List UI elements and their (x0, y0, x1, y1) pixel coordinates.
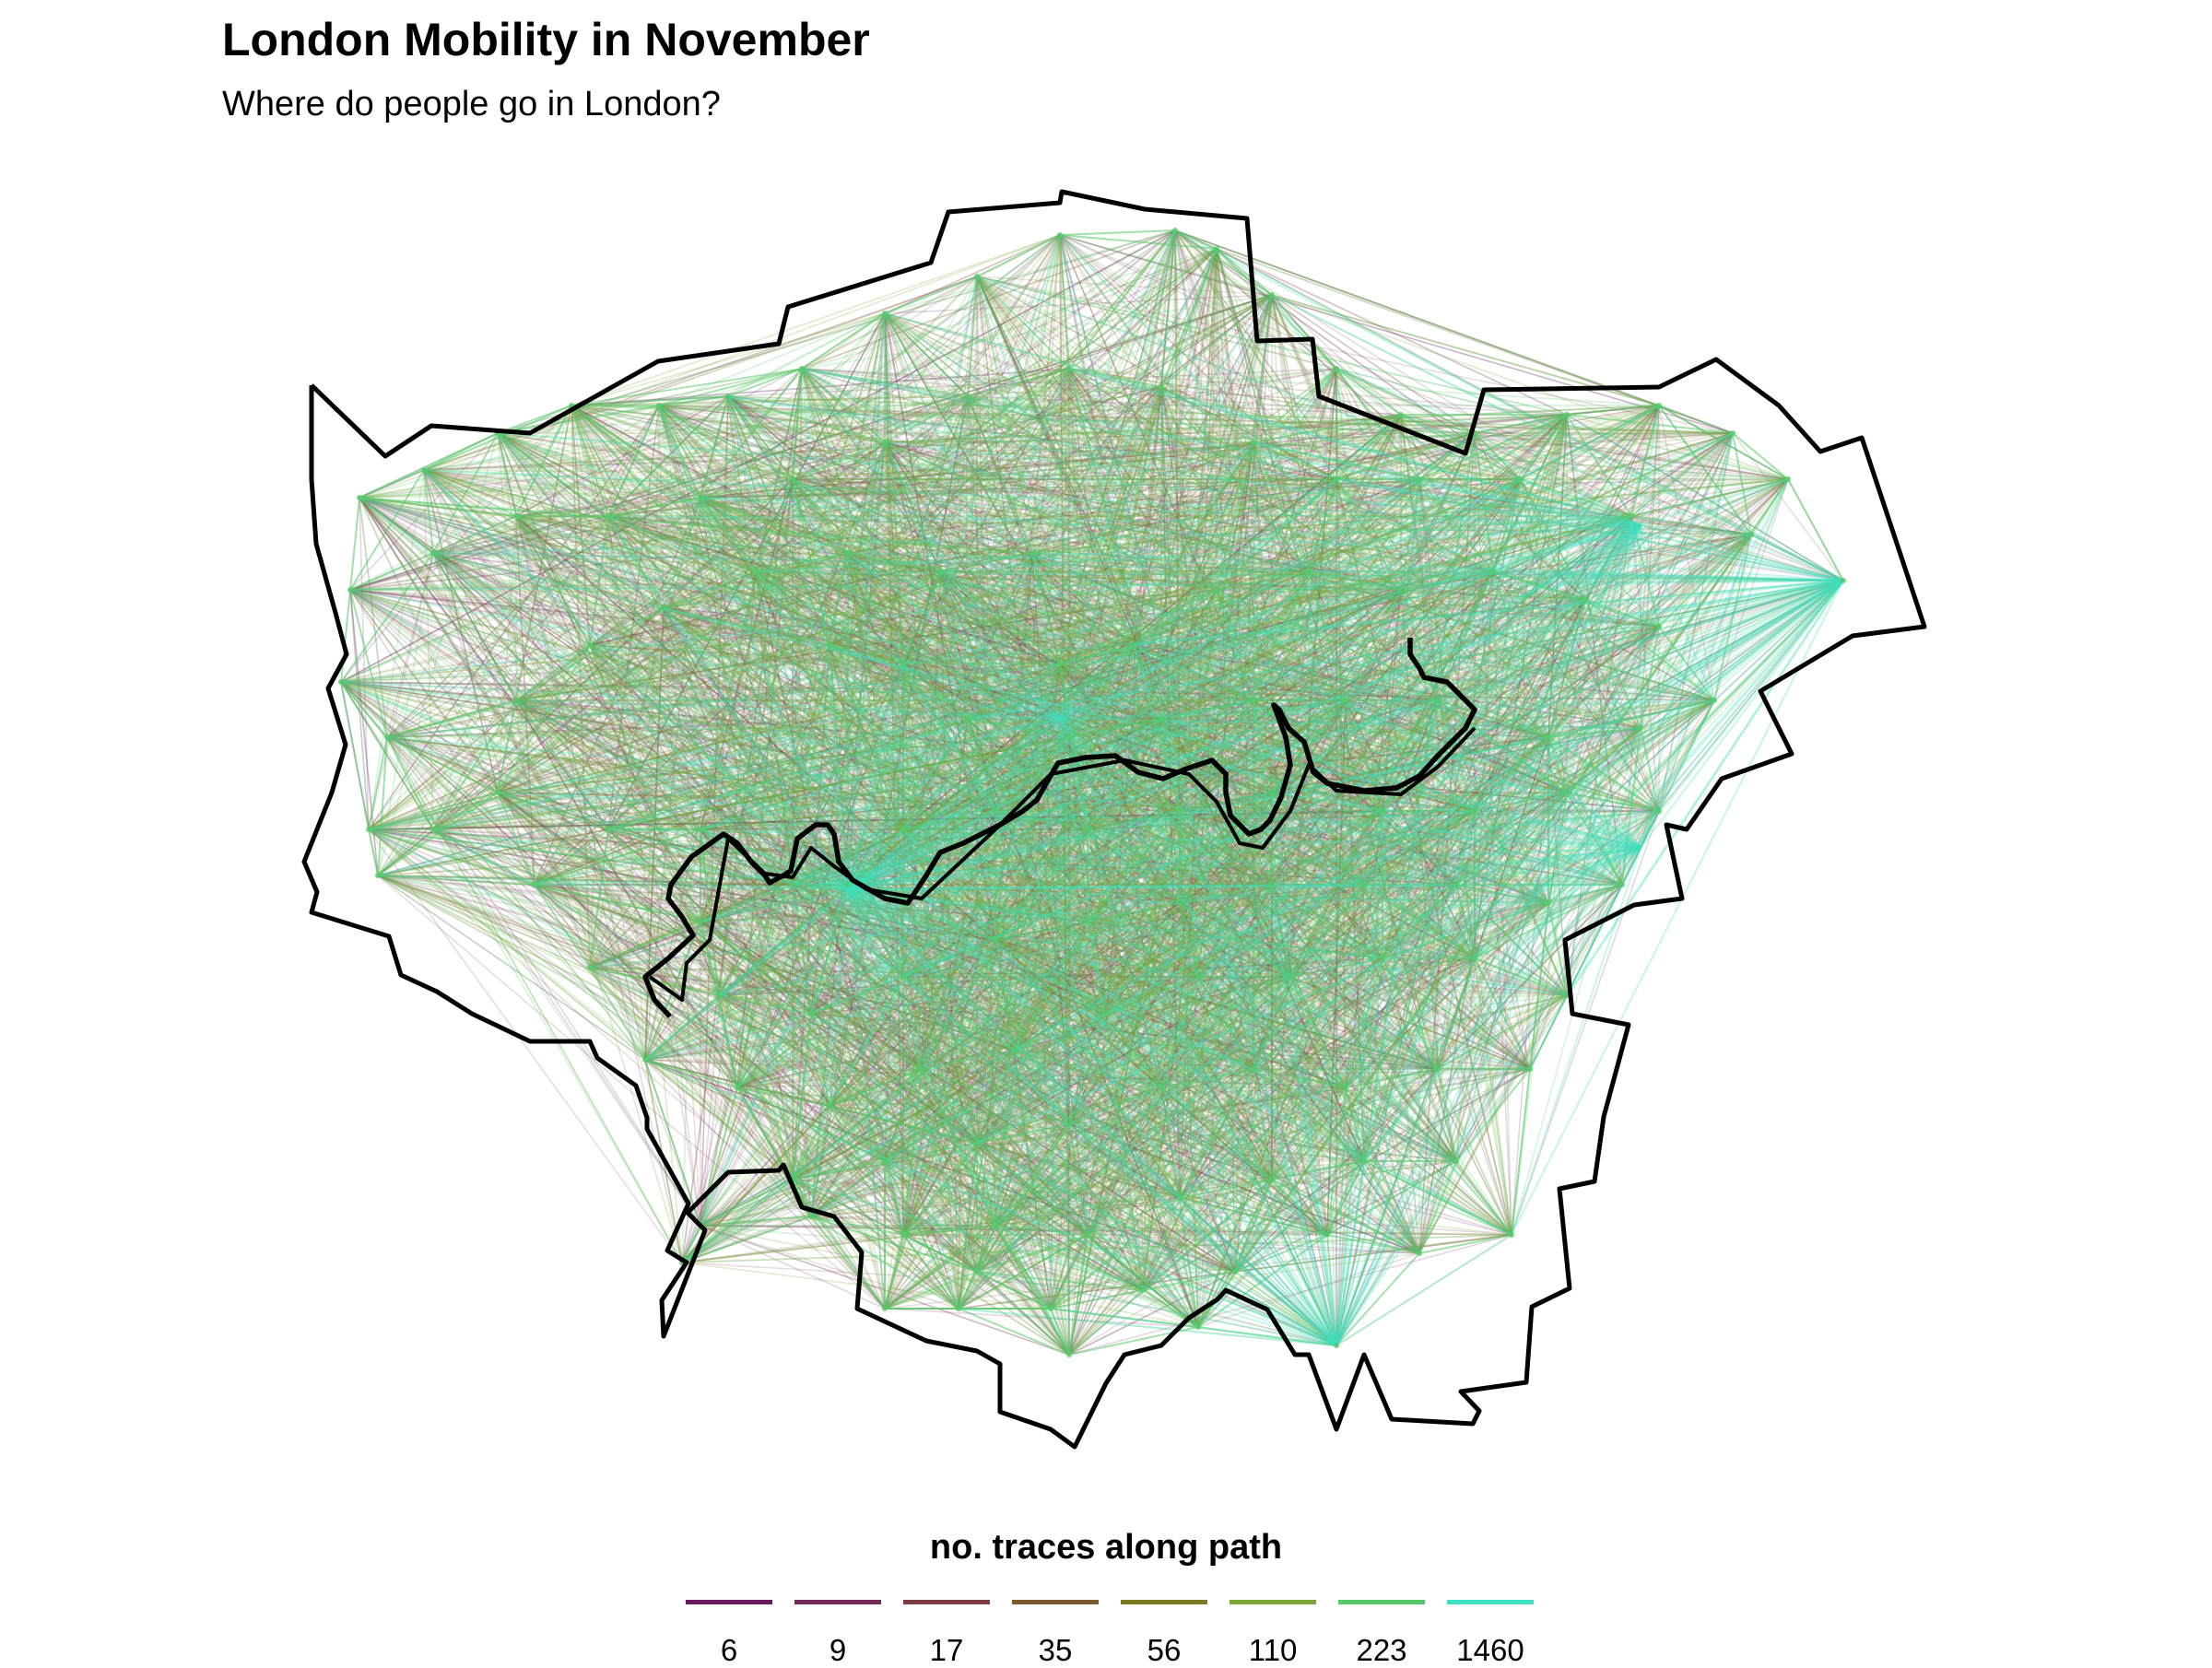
london-flow-map (0, 0, 2212, 1511)
flow-lines (341, 230, 1843, 1355)
flow-line (1060, 230, 1175, 235)
